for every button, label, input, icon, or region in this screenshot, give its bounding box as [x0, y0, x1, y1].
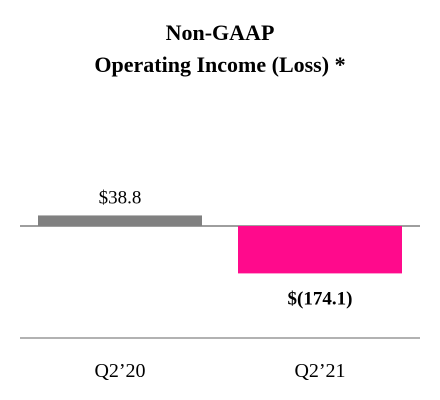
- bar-1: [38, 215, 202, 226]
- chart-marks: $38.8 Q2’20 $(174.1) Q2’21: [20, 187, 420, 382]
- category-label-2: Q2’21: [294, 360, 345, 382]
- chart-title-line-1: Non-GAAP: [166, 20, 275, 45]
- data-label-2: $(174.1): [288, 288, 353, 309]
- category-label-1: Q2’20: [94, 360, 145, 382]
- chart-title-line-2: Operating Income (Loss) *: [94, 52, 345, 77]
- bar-2: [238, 226, 402, 274]
- data-label-1: $38.8: [99, 187, 142, 208]
